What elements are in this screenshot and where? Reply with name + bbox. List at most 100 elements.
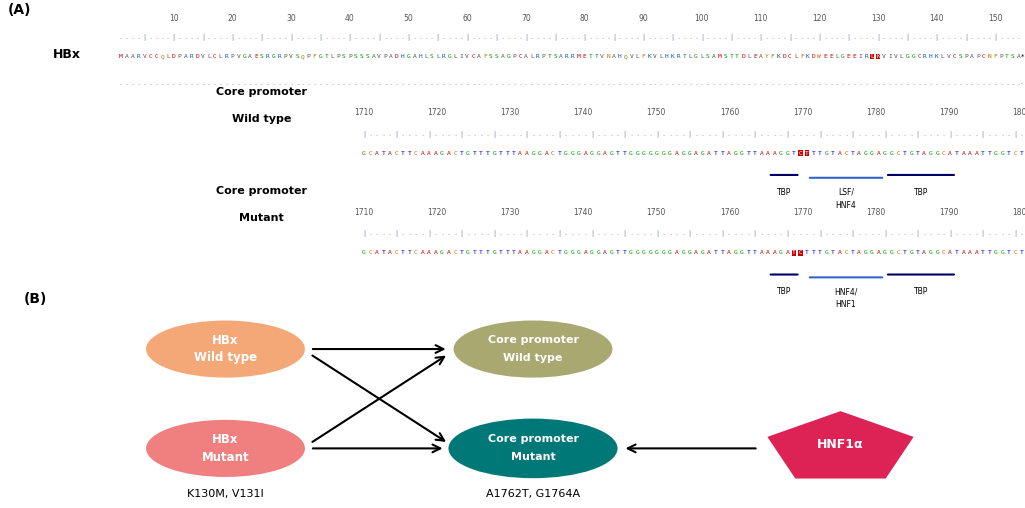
Text: .: . xyxy=(661,231,665,236)
Text: .: . xyxy=(571,80,575,86)
Text: |: | xyxy=(525,131,529,138)
Text: 1710: 1710 xyxy=(355,108,373,117)
Text: |: | xyxy=(289,34,293,41)
Text: T: T xyxy=(753,151,756,156)
Text: .: . xyxy=(952,34,956,40)
Text: 1760: 1760 xyxy=(720,108,739,117)
Text: T: T xyxy=(812,250,815,256)
Text: L: L xyxy=(219,54,222,59)
Text: .: . xyxy=(629,80,633,86)
Text: T: T xyxy=(499,250,502,256)
Text: .: . xyxy=(166,80,170,86)
Text: .: . xyxy=(864,34,868,40)
Text: .: . xyxy=(766,231,770,236)
Text: G: G xyxy=(740,151,744,156)
Text: .: . xyxy=(313,80,317,86)
Text: T: T xyxy=(460,250,463,256)
Text: .: . xyxy=(473,131,477,137)
Text: T: T xyxy=(851,250,855,256)
Text: P: P xyxy=(231,54,235,59)
Text: G: G xyxy=(531,151,535,156)
Text: .: . xyxy=(550,231,555,236)
Text: G: G xyxy=(492,250,496,256)
Text: S: S xyxy=(554,54,558,59)
Text: L: L xyxy=(454,54,457,59)
Text: .: . xyxy=(681,131,686,137)
Text: |: | xyxy=(876,34,880,41)
Text: Mutant: Mutant xyxy=(239,213,284,224)
Text: (B): (B) xyxy=(24,292,47,306)
Text: Q: Q xyxy=(160,54,164,59)
Text: 20: 20 xyxy=(228,14,237,23)
Text: G: G xyxy=(492,151,496,156)
Text: S: S xyxy=(724,54,728,59)
Text: .: . xyxy=(747,80,751,86)
Text: |: | xyxy=(142,34,147,41)
Text: G: G xyxy=(994,151,997,156)
Text: S: S xyxy=(354,54,358,59)
Text: Core promoter: Core promoter xyxy=(488,434,578,444)
Text: .: . xyxy=(676,34,681,40)
Text: A: A xyxy=(371,54,375,59)
Text: G: G xyxy=(1000,250,1004,256)
Text: .: . xyxy=(793,34,798,40)
Text: G: G xyxy=(936,250,939,256)
Text: .: . xyxy=(636,34,640,40)
Text: T: T xyxy=(505,250,509,256)
Text: .: . xyxy=(793,80,798,86)
Text: .: . xyxy=(776,34,780,40)
Text: .: . xyxy=(909,231,913,236)
Text: .: . xyxy=(700,131,705,137)
Text: .: . xyxy=(683,34,687,40)
Text: .: . xyxy=(806,80,810,86)
Text: R: R xyxy=(864,54,868,59)
Text: .: . xyxy=(278,34,282,40)
Text: |: | xyxy=(948,231,952,237)
Text: T: T xyxy=(730,54,733,59)
Text: .: . xyxy=(935,231,939,236)
Text: .: . xyxy=(466,131,470,137)
Text: .: . xyxy=(758,80,763,86)
Text: G: G xyxy=(649,250,653,256)
Text: M: M xyxy=(577,54,580,59)
Text: P: P xyxy=(965,54,968,59)
Text: .: . xyxy=(800,80,804,86)
Text: F: F xyxy=(642,54,645,59)
Text: .: . xyxy=(218,34,222,40)
Text: R: R xyxy=(676,54,681,59)
Text: .: . xyxy=(177,34,181,40)
Text: T: T xyxy=(812,151,815,156)
Text: G: G xyxy=(610,250,613,256)
Text: .: . xyxy=(798,131,803,137)
Text: .: . xyxy=(272,34,276,40)
Text: A: A xyxy=(837,151,842,156)
Text: .: . xyxy=(688,34,692,40)
Text: .: . xyxy=(401,231,405,236)
Text: .: . xyxy=(641,80,646,86)
Text: .: . xyxy=(1021,80,1023,85)
Text: .: . xyxy=(407,231,412,236)
Text: .: . xyxy=(727,231,731,236)
Text: .: . xyxy=(668,131,672,137)
Text: T: T xyxy=(753,250,756,256)
Text: .: . xyxy=(746,131,750,137)
Text: A: A xyxy=(674,151,679,156)
Text: .: . xyxy=(681,231,686,236)
Text: .: . xyxy=(741,80,745,86)
Text: C: C xyxy=(213,54,216,59)
Text: .: . xyxy=(964,80,969,86)
Text: .: . xyxy=(388,80,393,86)
Text: |: | xyxy=(964,34,969,41)
Text: G: G xyxy=(407,54,410,59)
Text: 1800: 1800 xyxy=(1013,108,1025,117)
Text: C: C xyxy=(551,250,555,256)
Text: .: . xyxy=(829,34,833,40)
Text: .: . xyxy=(594,80,599,86)
Text: .: . xyxy=(547,80,551,86)
Text: G: G xyxy=(590,151,593,156)
Text: R: R xyxy=(442,54,446,59)
Text: |: | xyxy=(851,131,855,138)
Text: A: A xyxy=(519,250,522,256)
Text: .: . xyxy=(899,34,904,40)
Text: .: . xyxy=(922,34,927,40)
